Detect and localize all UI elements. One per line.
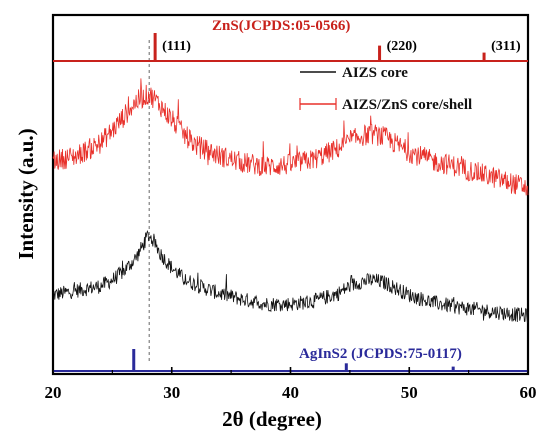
series-line-aizs-zns-core-shell: [52, 78, 529, 196]
reference-peak-label-0: (111): [162, 39, 191, 54]
reference-stick-0-0: [153, 33, 157, 61]
y-axis-label: Intensity (a.u.): [14, 128, 38, 259]
reference-layer: (111) (220) (311): [53, 33, 528, 372]
x-tick-label: 30: [163, 383, 180, 402]
plot-frame: [51, 13, 530, 376]
x-tick-layer: 20 30 40 50 60: [45, 367, 537, 402]
reference-peak-label-2: (311): [491, 39, 521, 54]
legend: AIZS core AIZS/ZnS core/shell: [299, 65, 472, 113]
reference-stick-1-0: [132, 349, 136, 371]
reference-stick-0-2: [482, 52, 486, 61]
agins2-reference-title: AgInS2 (JCPDS:75-0117): [299, 346, 462, 362]
x-tick-label: 50: [401, 383, 418, 402]
x-tick-label: 40: [282, 383, 299, 402]
series-layer: [52, 78, 529, 324]
zns-reference-title: ZnS(JCPDS:05-0566): [212, 18, 350, 34]
legend-label-core: AIZS core: [342, 65, 408, 81]
reference-stick-1-2: [451, 366, 455, 371]
legend-label-shell: AIZS/ZnS core/shell: [342, 97, 472, 113]
x-tick-label: 20: [45, 383, 62, 402]
reference-stick-1-1: [344, 363, 348, 371]
reference-peak-label-1: (220): [387, 39, 418, 54]
x-tick-label: 60: [520, 383, 537, 402]
x-axis-label: 2θ (degree): [222, 407, 322, 431]
reference-stick-0-1: [378, 45, 382, 61]
series-line-aizs-core: [52, 230, 529, 324]
